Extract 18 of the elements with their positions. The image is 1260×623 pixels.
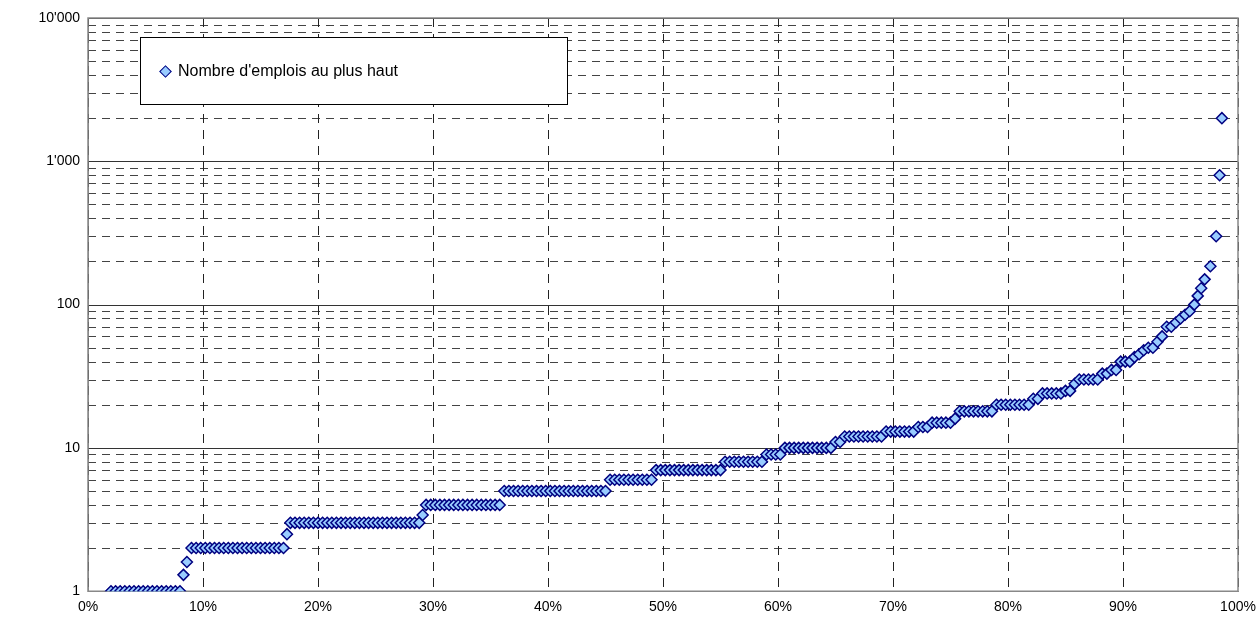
x-tick-label: 70% xyxy=(878,598,908,615)
x-tick-label: 30% xyxy=(418,598,448,615)
x-tick-label: 20% xyxy=(303,598,333,615)
x-tick-label: 60% xyxy=(763,598,793,615)
x-tick-label: 100% xyxy=(1220,598,1256,615)
x-tick-label: 80% xyxy=(993,598,1023,615)
x-tick-label: 10% xyxy=(188,598,218,615)
legend-label: Nombre d'emplois au plus haut xyxy=(178,62,399,80)
legend-box: Nombre d'emplois au plus haut xyxy=(140,37,568,105)
x-tick-label: 90% xyxy=(1108,598,1138,615)
x-tick-label: 0% xyxy=(77,598,99,615)
x-tick-label: 50% xyxy=(648,598,678,615)
y-tick-label: 1'000 xyxy=(46,152,81,169)
y-tick-label: 10'000 xyxy=(38,8,81,25)
x-tick-label: 40% xyxy=(533,598,563,615)
y-tick-label: 1 xyxy=(72,582,81,599)
y-tick-label: 100 xyxy=(56,295,81,312)
y-tick-label: 10 xyxy=(64,438,81,455)
